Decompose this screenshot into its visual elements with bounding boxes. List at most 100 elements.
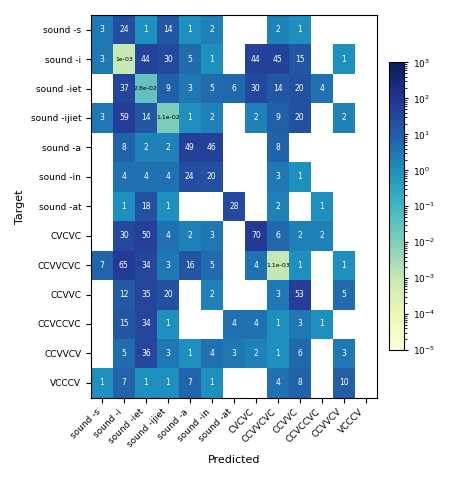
Text: 24: 24 <box>185 172 194 181</box>
Text: 1: 1 <box>144 25 148 34</box>
Text: 1: 1 <box>144 378 148 387</box>
Text: 3: 3 <box>275 290 280 299</box>
Text: 49: 49 <box>185 143 195 152</box>
Text: 3: 3 <box>99 55 104 64</box>
Text: 4: 4 <box>122 172 126 181</box>
Text: 8: 8 <box>297 378 302 387</box>
Text: 7: 7 <box>122 378 126 387</box>
Text: 5: 5 <box>209 261 214 270</box>
Text: 44: 44 <box>251 55 261 64</box>
Text: 5: 5 <box>122 349 126 358</box>
Text: 4: 4 <box>166 231 170 240</box>
Text: 18: 18 <box>141 202 151 211</box>
Text: 4: 4 <box>209 349 214 358</box>
Text: 45: 45 <box>273 55 283 64</box>
Text: 44: 44 <box>141 55 151 64</box>
Text: 53: 53 <box>295 290 305 299</box>
Text: 1: 1 <box>166 320 170 328</box>
Y-axis label: Target: Target <box>15 189 25 224</box>
Text: 46: 46 <box>207 143 216 152</box>
Text: 1: 1 <box>275 320 280 328</box>
Text: 2: 2 <box>341 113 346 122</box>
Text: 1: 1 <box>341 261 346 270</box>
Text: 9: 9 <box>275 113 280 122</box>
Text: 14: 14 <box>273 84 283 93</box>
Text: 4: 4 <box>275 378 280 387</box>
Text: 1: 1 <box>122 202 126 211</box>
Text: 14: 14 <box>141 113 151 122</box>
Text: 65: 65 <box>119 261 129 270</box>
X-axis label: Predicted: Predicted <box>207 455 260 465</box>
Text: 2: 2 <box>320 231 324 240</box>
Text: 28: 28 <box>229 202 239 211</box>
Text: 2: 2 <box>209 113 214 122</box>
Text: 5: 5 <box>341 290 346 299</box>
Text: 1.1e-03: 1.1e-03 <box>266 263 290 268</box>
Text: 37: 37 <box>119 84 129 93</box>
Text: 6: 6 <box>297 349 302 358</box>
Text: 4: 4 <box>231 320 236 328</box>
Text: 30: 30 <box>163 55 173 64</box>
Text: 1: 1 <box>320 202 324 211</box>
Text: 4: 4 <box>319 84 324 93</box>
Text: 8: 8 <box>275 143 280 152</box>
Text: 20: 20 <box>295 113 305 122</box>
Text: 3: 3 <box>187 84 192 93</box>
Text: 30: 30 <box>119 231 129 240</box>
Text: 3: 3 <box>297 320 302 328</box>
Text: 3: 3 <box>99 25 104 34</box>
Text: 6: 6 <box>275 231 280 240</box>
Text: 14: 14 <box>163 25 173 34</box>
Text: 36: 36 <box>141 349 151 358</box>
Text: 15: 15 <box>295 55 305 64</box>
Text: 2: 2 <box>297 231 302 240</box>
Text: 2: 2 <box>144 143 148 152</box>
Text: 20: 20 <box>295 84 305 93</box>
Text: 3: 3 <box>166 349 170 358</box>
Text: 2: 2 <box>166 143 170 152</box>
Text: 2: 2 <box>275 25 280 34</box>
Text: 1.1e-02: 1.1e-02 <box>156 116 180 120</box>
Text: 1: 1 <box>188 25 192 34</box>
Text: 16: 16 <box>185 261 194 270</box>
Text: 5: 5 <box>209 84 214 93</box>
Text: 4: 4 <box>253 320 258 328</box>
Text: 50: 50 <box>141 231 151 240</box>
Text: 35: 35 <box>141 290 151 299</box>
Text: 1: 1 <box>297 25 302 34</box>
Text: 3: 3 <box>231 349 236 358</box>
Text: 2: 2 <box>209 25 214 34</box>
Text: 12: 12 <box>119 290 129 299</box>
Text: 5: 5 <box>187 55 192 64</box>
Text: 1: 1 <box>188 113 192 122</box>
Text: 1: 1 <box>166 378 170 387</box>
Text: 59: 59 <box>119 113 129 122</box>
Text: 1: 1 <box>275 349 280 358</box>
Text: 2: 2 <box>188 231 192 240</box>
Text: 1: 1 <box>99 378 104 387</box>
Text: 2.8e-02: 2.8e-02 <box>134 86 158 91</box>
Text: 4: 4 <box>144 172 149 181</box>
Text: 10: 10 <box>339 378 348 387</box>
Text: 30: 30 <box>251 84 261 93</box>
Text: 1: 1 <box>341 55 346 64</box>
Text: 4: 4 <box>253 261 258 270</box>
Text: 9: 9 <box>166 84 170 93</box>
Text: 1e-03: 1e-03 <box>115 57 133 61</box>
Text: 2: 2 <box>253 349 258 358</box>
Text: 8: 8 <box>122 143 126 152</box>
Text: 1: 1 <box>209 378 214 387</box>
Text: 1: 1 <box>188 349 192 358</box>
Text: 70: 70 <box>251 231 261 240</box>
Text: 1: 1 <box>297 172 302 181</box>
Text: 3: 3 <box>209 231 214 240</box>
Text: 3: 3 <box>341 349 346 358</box>
Text: 1: 1 <box>320 320 324 328</box>
Text: 20: 20 <box>207 172 216 181</box>
Text: 7: 7 <box>187 378 192 387</box>
Text: 6: 6 <box>231 84 236 93</box>
Text: 1: 1 <box>209 55 214 64</box>
Text: 3: 3 <box>275 172 280 181</box>
Text: 3: 3 <box>166 261 170 270</box>
Text: 24: 24 <box>119 25 129 34</box>
